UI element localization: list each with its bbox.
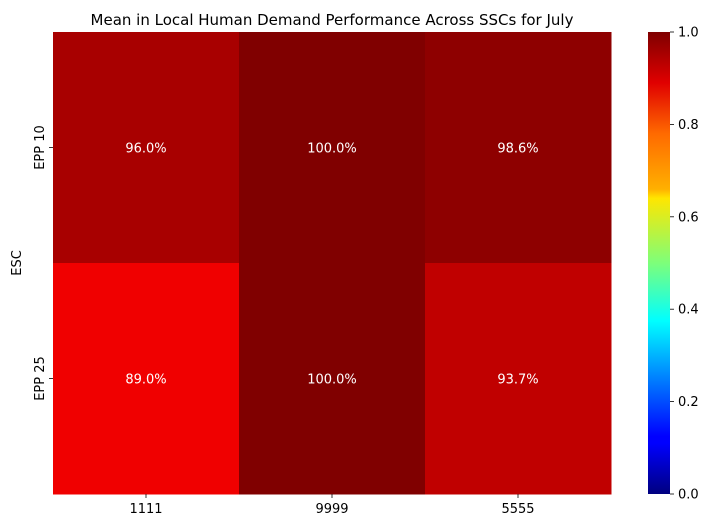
y-axis: EPP 10 EPP 25 [33, 125, 53, 401]
x-tick-label: 9999 [315, 502, 348, 517]
x-axis: 1111 9999 5555 [129, 494, 535, 517]
y-axis-label: ESC [10, 250, 25, 276]
cell-label: 100.0% [307, 142, 357, 157]
cell-label: 93.7% [497, 373, 538, 388]
x-tick-label: 1111 [129, 502, 162, 517]
heatmap-cell [53, 263, 240, 495]
colorbar-tick-label: 0.2 [678, 395, 699, 410]
cell-label: 96.0% [125, 142, 166, 157]
heatmap-cell [239, 263, 426, 495]
cell-labels: 96.0% 100.0% 98.6% 89.0% 100.0% 93.7% [125, 142, 538, 388]
chart-title: Mean in Local Human Demand Performance A… [91, 11, 574, 29]
colorbar-tick-label: 0.6 [678, 210, 699, 225]
heatmap-cell [425, 263, 612, 495]
cell-label: 98.6% [497, 142, 538, 157]
y-tick-label: EPP 10 [33, 125, 48, 170]
colorbar: 0.0 0.2 0.4 0.6 0.8 1.0 [648, 26, 699, 503]
cell-label: 100.0% [307, 373, 357, 388]
colorbar-tick-label: 1.0 [678, 26, 699, 41]
colorbar-tick-label: 0.8 [678, 118, 699, 133]
colorbar-tick-label: 0.0 [678, 488, 699, 503]
heatmap-cell [239, 32, 426, 264]
heatmap-cells [53, 32, 612, 495]
colorbar-tick-label: 0.4 [678, 303, 699, 318]
y-tick-label: EPP 25 [33, 356, 48, 401]
heatmap-cell [53, 32, 240, 264]
colorbar-gradient [648, 32, 670, 494]
x-tick-label: 5555 [501, 502, 534, 517]
cell-label: 89.0% [125, 373, 166, 388]
heatmap-cell [425, 32, 612, 264]
